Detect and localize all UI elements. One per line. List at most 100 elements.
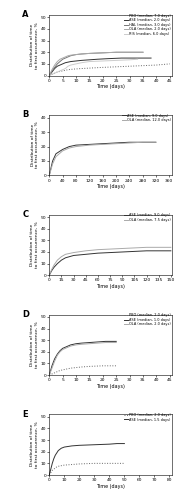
ASE (median, 1.0 days) (105, 338, 107, 344)
ASE (median, 2.0 days) (64, 60, 66, 66)
RIS (median, 6.0 days) (88, 58, 90, 64)
OLA (median, 2.0 days) (51, 66, 53, 72)
PBO (median, 2.0 days) (64, 366, 66, 372)
RIS (median, 6.0 days) (75, 61, 77, 67)
ASE (median, 1.5 days) (123, 440, 125, 446)
OLA (median, 7.5 days) (121, 246, 123, 252)
ASE (median, 2.0 days) (70, 58, 72, 64)
OLA (median, 2.0 days) (70, 52, 72, 58)
PBO (median, 2.0 days) (93, 460, 95, 466)
RIS (median, 6.0 days) (64, 66, 66, 71)
PBO (median, 7.0 days) (48, 72, 50, 78)
Line: PBO (median, 7.0 days): PBO (median, 7.0 days) (49, 64, 170, 76)
ASE (median, 9.0 days) (109, 250, 111, 256)
Line: ASE (median, 9.0 days): ASE (median, 9.0 days) (49, 142, 156, 176)
PBO (median, 2.0 days) (102, 363, 104, 369)
ASE (median, 2.0 days) (51, 69, 53, 75)
ASE (median, 1.5 days) (116, 440, 118, 446)
Line: OLA (median, 2.0 days): OLA (median, 2.0 days) (49, 52, 143, 76)
OLA (median, 12.0 days) (142, 139, 144, 145)
Text: C: C (22, 210, 28, 219)
RIS (median, 6.0 days) (115, 58, 117, 64)
OLA (median, 7.5 days) (64, 252, 67, 258)
ASE (median, 2.0 days) (137, 55, 139, 61)
PBO (median, 7.0 days) (91, 65, 93, 71)
Line: OLA (median, 7.5 days): OLA (median, 7.5 days) (49, 248, 171, 276)
ASE (median, 9.0 days) (50, 165, 52, 171)
PBO (median, 2.0 days) (48, 372, 50, 378)
OLA (median, 12.0 days) (68, 145, 70, 151)
PBO (median, 7.0 days) (72, 66, 74, 72)
OLA (median, 7.5 days) (85, 248, 87, 254)
PBO (median, 2.0 days) (123, 460, 125, 466)
RIS (median, 6.0 days) (67, 63, 69, 69)
OLA (median, 2.0 days) (102, 50, 104, 56)
RIS (median, 6.0 days) (70, 62, 72, 68)
ASE (median, 9.0 days) (88, 142, 90, 148)
HAL (median, 3.0 days) (67, 54, 69, 60)
OLA (median, 2.0 days) (80, 342, 83, 347)
PBO (median, 7.0 days) (62, 68, 64, 74)
ASE (median, 9.0 days) (155, 139, 157, 145)
OLA (median, 2.0 days) (96, 340, 99, 346)
ASE (median, 2.0 days) (54, 66, 56, 71)
ASE (median, 2.0 days) (80, 58, 83, 64)
RIS (median, 6.0 days) (48, 72, 50, 78)
RIS (median, 6.0 days) (137, 56, 139, 62)
HAL (median, 3.0 days) (75, 52, 77, 58)
Legend: PBO (median, 7.0 days), ASE (median, 2.0 days), HAL (median, 3.0 days), OLA (med: PBO (median, 7.0 days), ASE (median, 2.0… (124, 14, 171, 36)
OLA (median, 12.0 days) (52, 161, 54, 167)
OLA (median, 7.5 days) (158, 244, 160, 250)
ASE (median, 2.0 days) (56, 63, 58, 69)
OLA (median, 12.0 days) (88, 142, 90, 148)
HAL (median, 3.0 days) (142, 49, 144, 55)
ASE (median, 9.0 days) (102, 140, 104, 146)
ASE (median, 1.5 days) (78, 442, 80, 448)
PBO (median, 2.0 days) (78, 461, 80, 467)
Legend: PBO (median, 2.0 days), ASE (median, 1.0 days), OLA (median, 2.0 days): PBO (median, 2.0 days), ASE (median, 1.0… (124, 314, 171, 326)
HAL (median, 3.0 days) (56, 61, 58, 67)
PBO (median, 2.0 days) (63, 462, 65, 468)
ASE (median, 1.5 days) (93, 442, 95, 448)
PBO (median, 2.0 days) (53, 466, 55, 472)
HAL (median, 3.0 days) (88, 50, 90, 56)
ASE (median, 2.0 days) (150, 55, 152, 61)
OLA (median, 2.0 days) (115, 340, 117, 345)
PBO (median, 2.0 days) (80, 364, 83, 370)
ASE (median, 9.0 days) (158, 248, 160, 254)
ASE (median, 1.0 days) (48, 372, 50, 378)
OLA (median, 2.0 days) (48, 372, 50, 378)
HAL (median, 3.0 days) (51, 68, 53, 74)
Line: ASE (median, 1.0 days): ASE (median, 1.0 days) (49, 342, 116, 375)
Line: ASE (median, 9.0 days): ASE (median, 9.0 days) (49, 251, 171, 276)
OLA (median, 2.0 days) (56, 352, 58, 358)
ASE (median, 9.0 days) (73, 252, 75, 258)
ASE (median, 1.5 days) (71, 443, 73, 449)
ASE (median, 2.0 days) (121, 55, 123, 61)
Legend: ASE (median, 9.0 days), OLA (median, 12.0 days): ASE (median, 9.0 days), OLA (median, 12.… (122, 114, 171, 122)
OLA (median, 2.0 days) (80, 51, 83, 57)
OLA (median, 2.0 days) (75, 52, 77, 58)
HAL (median, 3.0 days) (62, 56, 64, 62)
ASE (median, 1.0 days) (56, 351, 58, 357)
ASE (median, 2.0 days) (96, 56, 99, 62)
ASE (median, 9.0 days) (121, 249, 123, 255)
HAL (median, 3.0 days) (129, 49, 131, 55)
OLA (median, 2.0 days) (64, 54, 66, 60)
X-axis label: Time (days): Time (days) (96, 84, 125, 89)
ASE (median, 2.0 days) (88, 57, 90, 63)
ASE (median, 9.0 days) (142, 139, 144, 145)
OLA (median, 2.0 days) (115, 49, 117, 55)
OLA (median, 2.0 days) (59, 349, 61, 355)
ASE (median, 1.0 days) (88, 340, 90, 345)
Line: OLA (median, 2.0 days): OLA (median, 2.0 days) (49, 342, 116, 375)
OLA (median, 12.0 days) (128, 140, 130, 146)
PBO (median, 2.0 days) (88, 364, 90, 370)
PBO (median, 7.0 days) (155, 62, 158, 68)
ASE (median, 1.0 days) (62, 346, 64, 352)
ASE (median, 9.0 days) (53, 264, 55, 270)
PBO (median, 2.0 days) (51, 371, 53, 377)
Text: B: B (22, 110, 29, 119)
ASE (median, 1.5 days) (50, 466, 52, 472)
HAL (median, 3.0 days) (64, 55, 66, 61)
